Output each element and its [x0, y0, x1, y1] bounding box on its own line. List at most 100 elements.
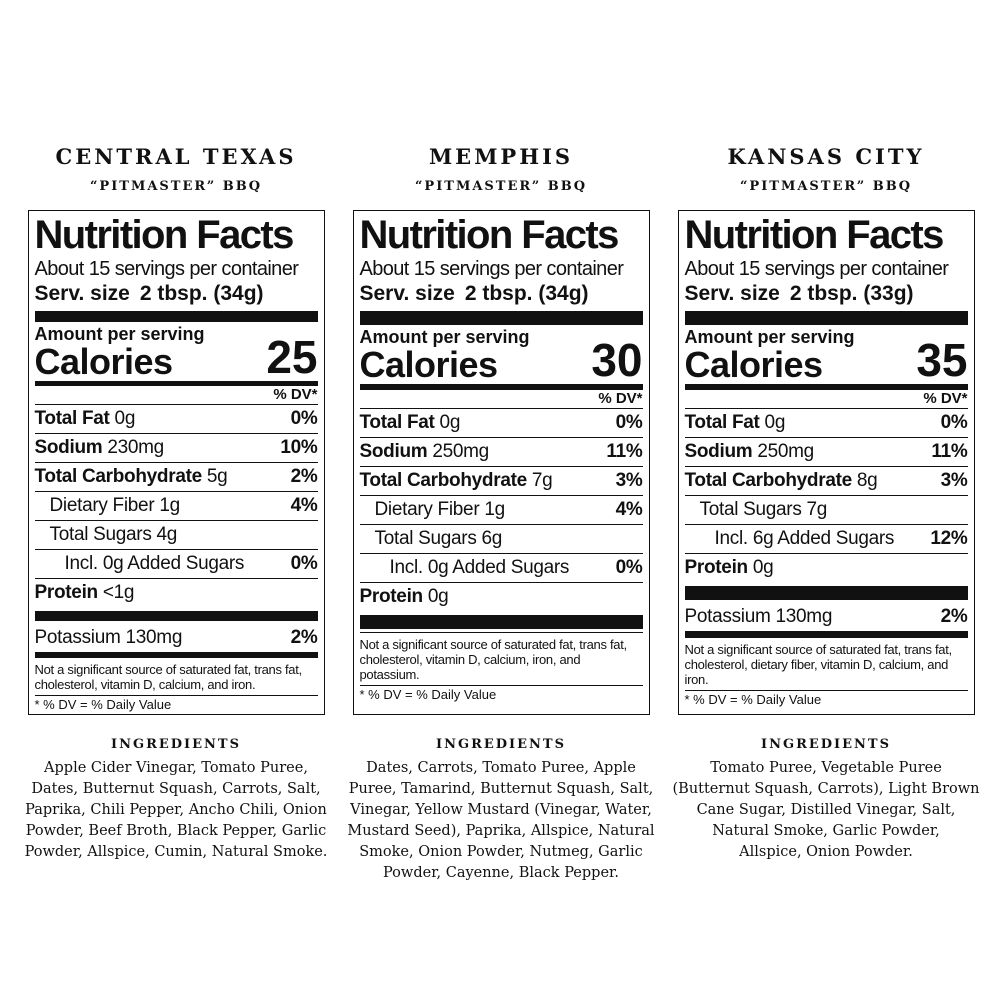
- nutrient-row: Sodium 250mg 11%: [359, 437, 643, 466]
- nutrient-amount: 0g: [752, 557, 774, 578]
- nutrient-row: Potassium 130mg 2%: [35, 624, 318, 652]
- dv-header: % DV*: [273, 385, 318, 403]
- medium-rule: [34, 380, 318, 386]
- nutrient-row: Total Fat 0g 0%: [684, 408, 968, 437]
- nutrient: Total Carbohydrate 5g: [35, 463, 228, 491]
- product-title: CENTRAL TEXAS: [55, 144, 297, 169]
- nutrient: Total Carbohydrate 7g: [360, 467, 553, 495]
- nutrient-row: Sodium 250mg 11%: [684, 437, 968, 466]
- ingredients-line: (Butternut Squash, Carrots), Light Brown: [672, 781, 980, 797]
- nutrient: Dietary Fiber 1g: [360, 496, 506, 524]
- nutrient-amount: 0g: [764, 412, 786, 433]
- ingredients-line: Puree, Tamarind, Butternut Squash, Salt,: [348, 781, 654, 797]
- nutrient: Potassium 130mg: [35, 624, 183, 652]
- nutrient-amount: 0g: [439, 412, 461, 433]
- nutrient-row: Sodium 230mg 10%: [34, 432, 318, 462]
- nutrient: Total Sugars 4g: [35, 521, 178, 549]
- nutrient-dv: 0%: [290, 407, 318, 429]
- nutrient: Dietary Fiber 1g: [35, 492, 181, 520]
- nutrient: Total Fat 0g: [685, 409, 786, 437]
- nutrient-row: Total Fat 0g 0%: [34, 403, 318, 433]
- nutrient-amount: 6g: [481, 528, 503, 549]
- nutrient-row: Protein <1g: [34, 577, 318, 607]
- nutrient: Sodium 250mg: [360, 438, 490, 466]
- nutrient-amount: 230mg: [107, 436, 164, 458]
- nutrient-name: Dietary Fiber: [374, 499, 480, 520]
- serving-size-label: Serv. size: [359, 282, 455, 305]
- nutrient-name: Incl. 6g Added Sugars: [714, 528, 895, 549]
- nutrient-row: Total Sugars 4g: [34, 519, 318, 549]
- thick-rule: [359, 311, 643, 325]
- nutrient-name: Total Fat: [34, 407, 110, 429]
- nutrient-name: Dietary Fiber: [49, 494, 155, 516]
- dv-note: * % DV = % Daily Value: [359, 685, 643, 704]
- nutrient-name: Total Carbohydrate: [684, 470, 853, 491]
- dv-note: * % DV = % Daily Value: [684, 690, 968, 709]
- nutrition-label: Nutrition Facts About 15 servings per con…: [677, 210, 975, 715]
- ingredients-line: Dates, Carrots, Tomato Puree, Apple: [366, 760, 636, 776]
- servings: About 15 servings per container: [359, 258, 624, 280]
- nutrient-amount: <1g: [102, 581, 135, 603]
- calories-left: Amount per serving Calories: [685, 328, 855, 384]
- nutrient-dv: 11%: [931, 441, 968, 462]
- calories-value: 35: [916, 334, 968, 386]
- nutrient-row: Protein 0g: [684, 553, 968, 582]
- ingredients-line: Powder, Cayenne, Black Pepper.: [383, 865, 619, 881]
- calories-block: Amount per serving Calories 30: [360, 328, 643, 384]
- thick-rule: [359, 615, 643, 629]
- nutrient-dv: 2%: [940, 606, 968, 627]
- nutrient-name: Total Fat: [359, 412, 435, 433]
- calories-label: Calories: [34, 340, 174, 382]
- nutrient-row: Protein 0g: [359, 582, 643, 611]
- ingredients-line: Dates, Butternut Squash, Carrots, Salt,: [31, 781, 321, 797]
- amount-per-serving: Amount per serving: [34, 323, 205, 344]
- nutrient-dv: 2%: [290, 627, 318, 649]
- amount-per-serving: Amount per serving: [684, 327, 855, 347]
- ingredients-line: Tomato Puree, Vegetable Puree: [710, 760, 942, 776]
- nutrient: Potassium 130mg: [685, 603, 833, 631]
- nutrient-amount: 250mg: [757, 441, 814, 462]
- nutrient-name: Protein: [684, 557, 749, 578]
- nutrient-row: Potassium 130mg 2%: [685, 603, 968, 631]
- nutrient-row: Incl. 0g Added Sugars 0%: [359, 553, 643, 582]
- nutrient-amount: 130mg: [125, 627, 183, 649]
- nutrient: Total Fat 0g: [360, 409, 461, 437]
- thick-rule: [34, 311, 318, 322]
- ingredients-line: Natural Smoke, Garlic Powder,: [712, 823, 940, 839]
- nutrient-name: Sodium: [684, 441, 753, 462]
- serving-size-value: 2 tbsp. (34g): [139, 282, 264, 305]
- nutrient-name: Total Sugars: [374, 528, 477, 549]
- nutrient-amount: 1g: [484, 499, 505, 520]
- dv-header: % DV*: [598, 390, 643, 407]
- nutrient: Protein 0g: [685, 554, 774, 582]
- nutrient-row: Total Carbohydrate 5g 2%: [34, 461, 318, 491]
- nutrient-row: Dietary Fiber 1g 4%: [359, 495, 643, 524]
- calories-left: Amount per serving Calories: [35, 325, 205, 381]
- calories-left: Amount per serving Calories: [360, 328, 530, 384]
- nutrition-label: Nutrition Facts About 15 servings per con…: [27, 210, 325, 715]
- footnote: Not a significant source of saturated fa…: [359, 632, 643, 685]
- nutrient-amount: 0g: [114, 407, 136, 429]
- nutrient-name: Sodium: [34, 436, 103, 458]
- product-title: KANSAS CITY: [727, 144, 925, 169]
- nutrient-amount: 7g: [531, 470, 553, 491]
- ingredients-line: Vinegar, Yellow Mustard (Vinegar, Water,: [350, 802, 652, 818]
- ingredients-line: Cane Sugar, Distilled Vinegar, Salt,: [696, 802, 956, 818]
- nutrient-name: Total Sugars: [699, 499, 802, 520]
- ingredients-line: Powder, Beef Broth, Black Pepper, Garlic: [25, 823, 327, 839]
- nutrient-name: Total Carbohydrate: [34, 465, 203, 487]
- medium-rule: [359, 384, 643, 390]
- nutrient-row: Total Carbohydrate 7g 3%: [359, 466, 643, 495]
- ingredients-line: Mustard Seed), Paprika, Allspice, Natura…: [347, 823, 655, 839]
- ingredients-heading: INGREDIENTS: [111, 737, 241, 752]
- dv-header: % DV*: [923, 390, 968, 407]
- calories-block: Amount per serving Calories 25: [35, 325, 318, 381]
- nutrient-name: Total Fat: [684, 412, 760, 433]
- serving-size: Serv. size 2 tbsp. (34g): [35, 281, 318, 307]
- nutrient-amount: 7g: [806, 499, 828, 520]
- ingredients-line: Powder, Allspice, Cumin, Natural Smoke.: [24, 844, 328, 860]
- product-subtitle: “PITMASTER” BBQ: [89, 179, 263, 194]
- product-title: MEMPHIS: [428, 144, 574, 169]
- product-subtitle: “PITMASTER” BBQ: [414, 179, 588, 194]
- ingredients: Tomato Puree, Vegetable Puree (Butternut …: [656, 758, 996, 863]
